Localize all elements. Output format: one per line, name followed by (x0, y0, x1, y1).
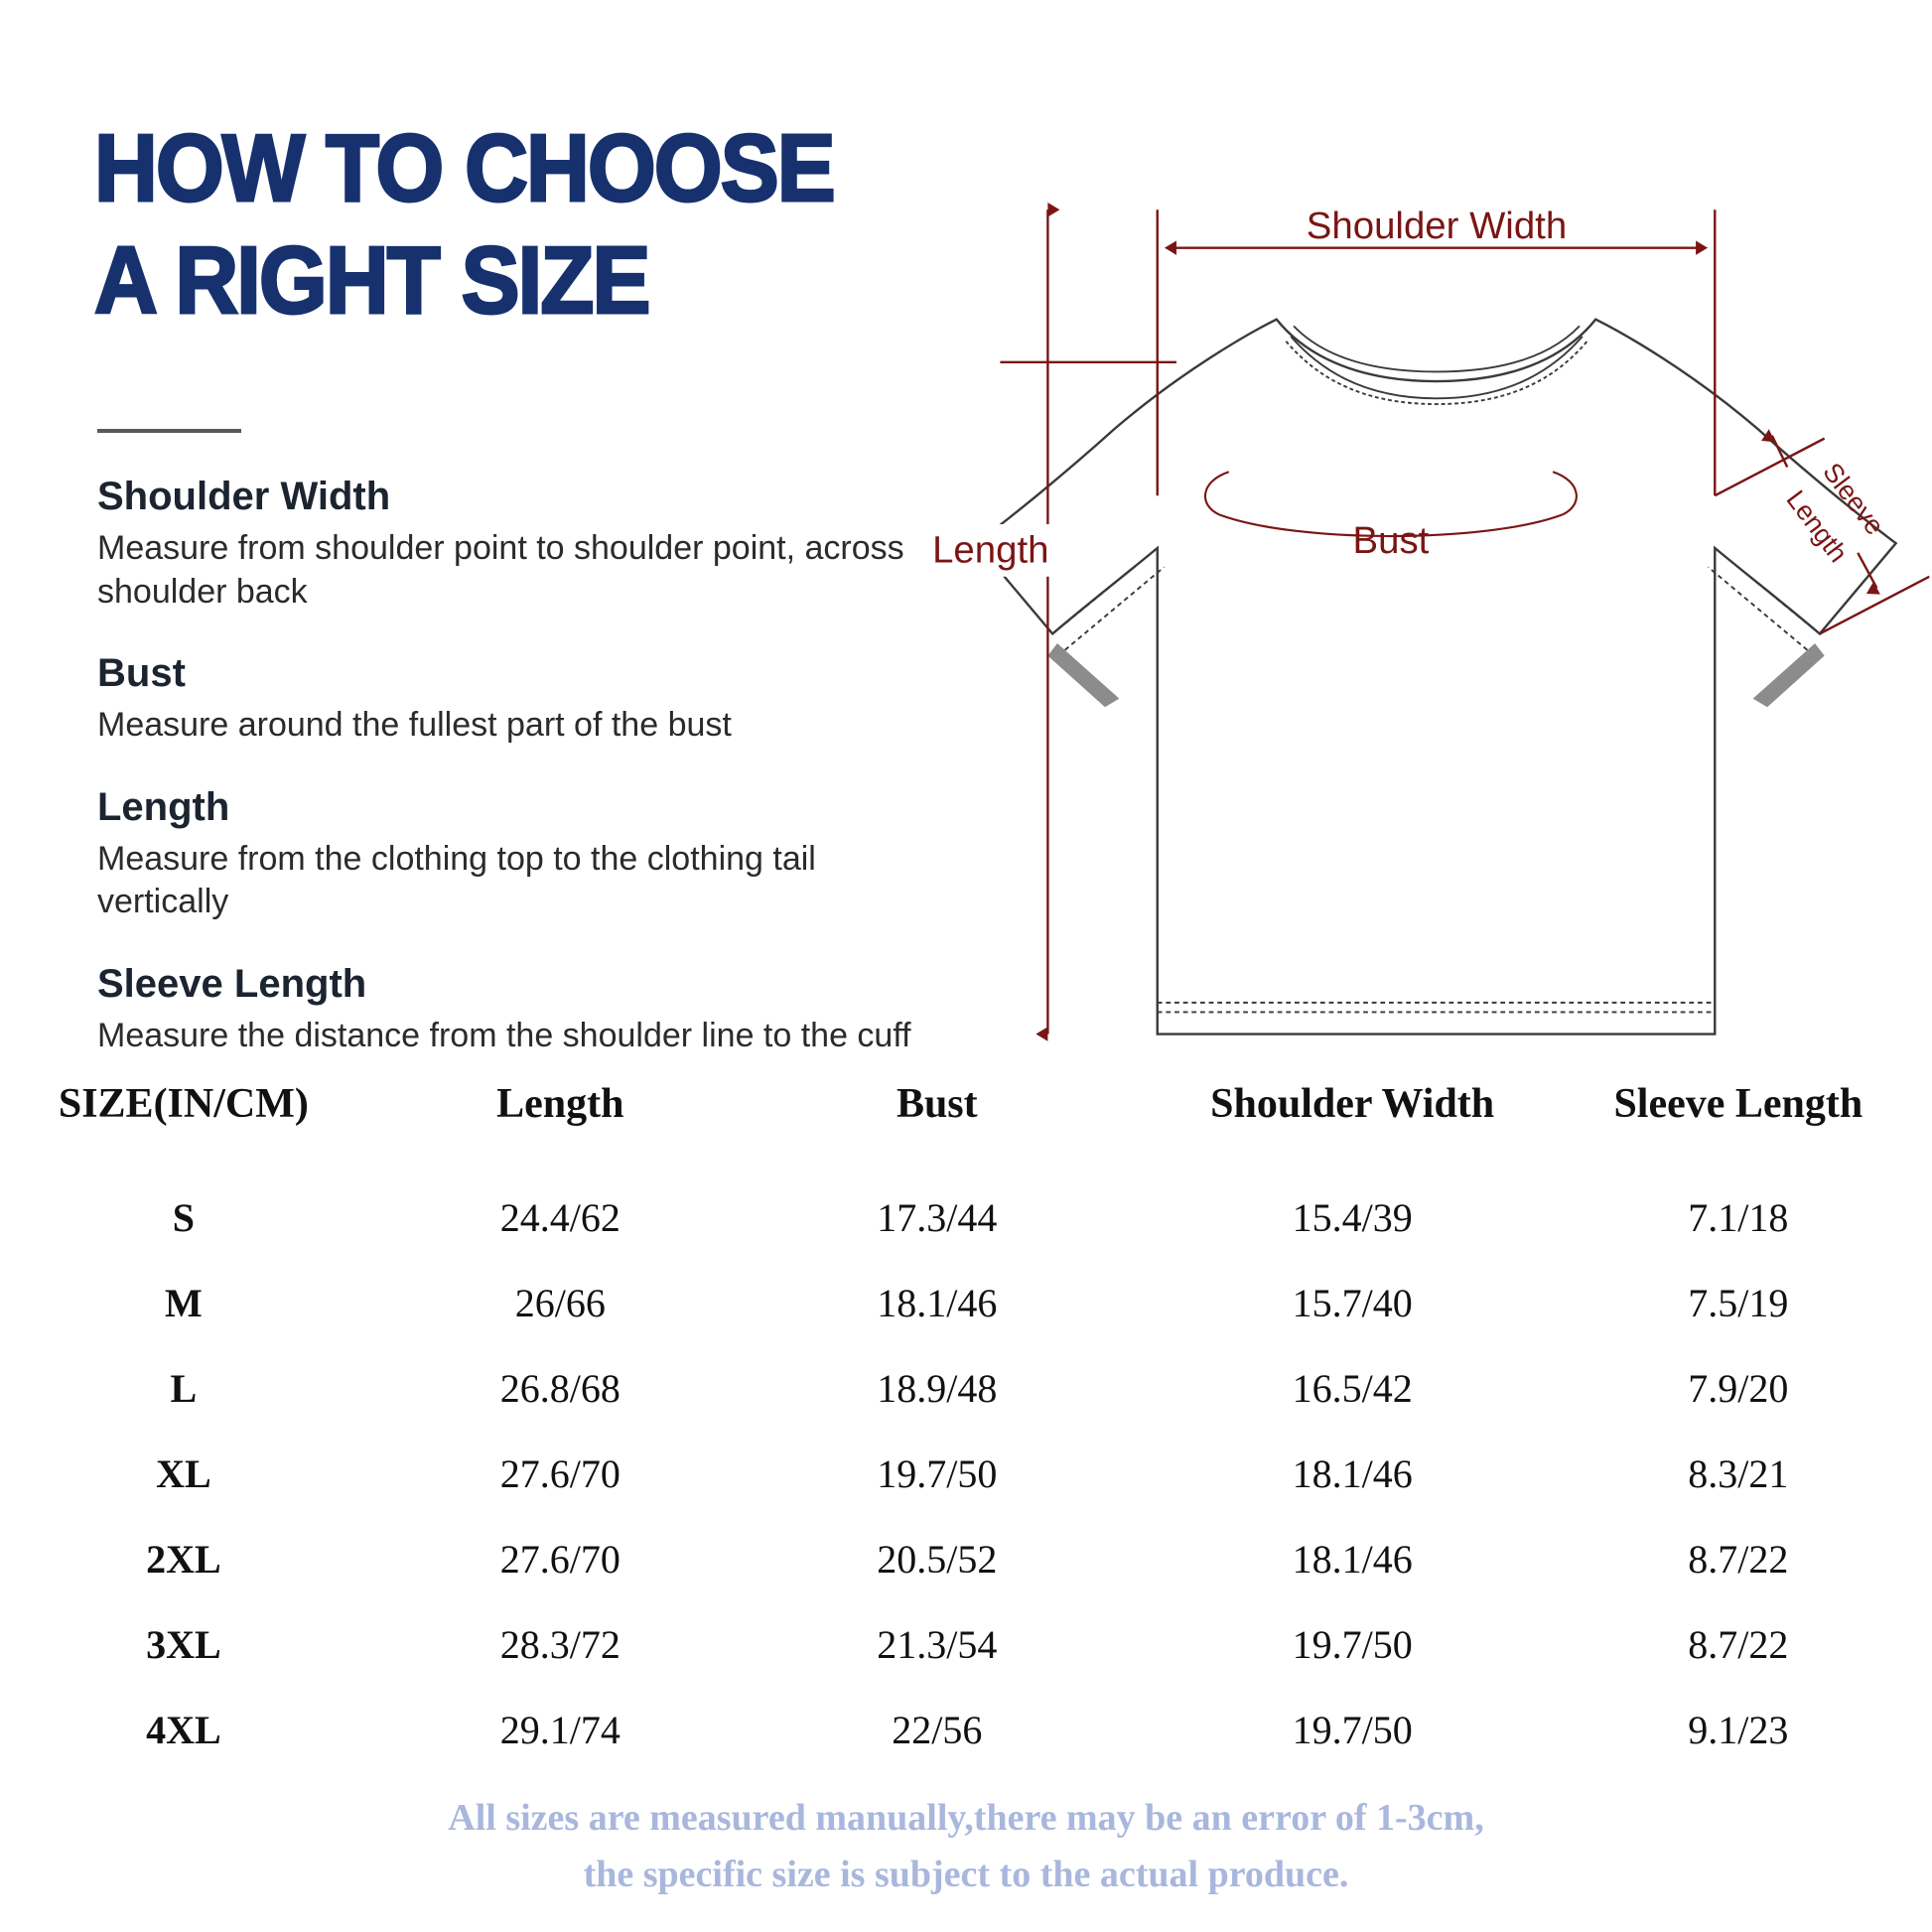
svg-text:Shoulder Width: Shoulder Width (1307, 205, 1567, 247)
svg-text:Length: Length (932, 528, 1048, 571)
svg-text:Bust: Bust (1353, 519, 1430, 562)
